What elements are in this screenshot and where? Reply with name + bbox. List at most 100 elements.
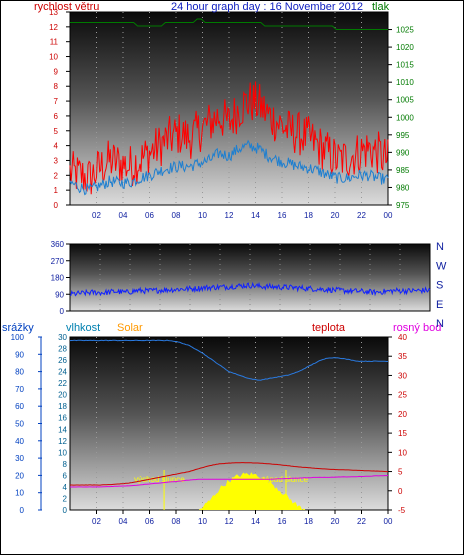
temperature-tick-label: 40 bbox=[398, 333, 407, 342]
pressure-tick-label: 1025 bbox=[396, 26, 414, 35]
time-tick-label: 12 bbox=[225, 517, 234, 526]
compass-label: N bbox=[436, 241, 444, 253]
wind-speed-tick-label: 6 bbox=[54, 112, 59, 121]
temperature-tick-label: 30 bbox=[398, 371, 407, 380]
time-tick-label: 20 bbox=[331, 211, 340, 220]
sunrise-label: východ slunce bbox=[134, 475, 185, 484]
wind-speed-tick-label: 8 bbox=[54, 82, 59, 91]
time-tick-label: 22 bbox=[357, 517, 366, 526]
temperature-axis-title: teplota bbox=[312, 322, 346, 334]
wind-direction-series bbox=[69, 281, 431, 297]
wind-speed-tick-label: 1 bbox=[54, 186, 59, 195]
pressure-tick-label: 1005 bbox=[396, 96, 414, 105]
rain-tick-label: 50 bbox=[15, 420, 24, 429]
humidity-tick-label: 12 bbox=[58, 437, 67, 446]
humidity-tick-label: 28 bbox=[58, 345, 67, 354]
dewpoint-axis-title: rosný bod bbox=[393, 322, 441, 334]
time-tick-label: 16 bbox=[278, 517, 287, 526]
rain-tick-label: 0 bbox=[20, 506, 25, 515]
wind-speed-tick-label: 12 bbox=[49, 23, 58, 32]
rain-axis-title: srážky bbox=[2, 322, 34, 334]
time-tick-label: 14 bbox=[251, 211, 260, 220]
rain-tick-label: 80 bbox=[15, 368, 24, 377]
time-tick-label: 20 bbox=[331, 517, 340, 526]
humidity-tick-label: 14 bbox=[58, 425, 67, 434]
humidity-tick-label: 16 bbox=[58, 414, 67, 423]
rain-tick-label: 10 bbox=[15, 489, 24, 498]
time-tick-label: 04 bbox=[119, 211, 128, 220]
rain-tick-label: 20 bbox=[15, 471, 24, 480]
time-tick-label: 00 bbox=[384, 517, 393, 526]
rain-tick-label: 40 bbox=[15, 437, 24, 446]
time-tick-label: 14 bbox=[251, 517, 260, 526]
compass-label: S bbox=[436, 280, 443, 292]
pressure-tick-label: 990 bbox=[396, 148, 410, 157]
time-tick-label: 00 bbox=[384, 211, 393, 220]
pressure-tick-label: 995 bbox=[396, 131, 410, 140]
temperature-tick-label: -5 bbox=[398, 506, 406, 515]
wind-speed-tick-label: 0 bbox=[54, 201, 59, 210]
rain-tick-label: 60 bbox=[15, 402, 24, 411]
chart-title: 24 hour graph day : 16 November 2012 bbox=[171, 1, 363, 13]
temperature-tick-label: 15 bbox=[398, 429, 407, 438]
direction-tick-label: 360 bbox=[51, 240, 65, 249]
time-tick-label: 06 bbox=[145, 211, 154, 220]
humidity-tick-label: 26 bbox=[58, 356, 67, 365]
time-tick-label: 10 bbox=[198, 517, 207, 526]
humidity-tick-label: 22 bbox=[58, 379, 67, 388]
sunset-label: západ slunce bbox=[261, 475, 309, 484]
temperature-series bbox=[70, 462, 388, 486]
wind-speed-tick-label: 13 bbox=[49, 8, 58, 17]
humidity-tick-label: 8 bbox=[63, 460, 68, 469]
direction-tick-label: 180 bbox=[51, 274, 65, 283]
time-tick-label: 18 bbox=[304, 517, 313, 526]
time-tick-label: 06 bbox=[145, 517, 154, 526]
temperature-tick-label: 5 bbox=[398, 468, 403, 477]
time-tick-label: 08 bbox=[172, 211, 181, 220]
pressure-tick-label: 1000 bbox=[396, 113, 414, 122]
pressure-tick-label: 975 bbox=[396, 201, 410, 210]
pressure-axis-title: tlak bbox=[372, 1, 390, 13]
time-tick-label: 02 bbox=[92, 211, 101, 220]
temperature-tick-label: 35 bbox=[398, 352, 407, 361]
wind-gust-series bbox=[69, 81, 389, 195]
humidity-tick-label: 10 bbox=[58, 448, 67, 457]
wind-speed-tick-label: 2 bbox=[54, 171, 59, 180]
temperature-tick-label: 0 bbox=[398, 487, 403, 496]
compass-label: N bbox=[436, 318, 444, 330]
rain-tick-label: 70 bbox=[15, 385, 24, 394]
temperature-tick-label: 25 bbox=[398, 391, 407, 400]
wind-average-series bbox=[69, 139, 389, 196]
wind-speed-tick-label: 9 bbox=[54, 67, 59, 76]
temp-humidity-plot-area bbox=[69, 336, 389, 511]
pressure-tick-label: 980 bbox=[396, 183, 410, 192]
time-tick-label: 08 bbox=[172, 517, 181, 526]
humidity-axis-title: vlhkost bbox=[66, 322, 100, 334]
direction-tick-label: 270 bbox=[51, 257, 65, 266]
wind-speed-tick-label: 5 bbox=[54, 127, 59, 136]
compass-label: E bbox=[436, 299, 443, 311]
pressure-tick-label: 1020 bbox=[396, 43, 414, 52]
generated-chart-layer: 0123456789101112139759809859909951000100… bbox=[11, 8, 447, 526]
wind-speed-tick-label: 7 bbox=[54, 97, 59, 106]
humidity-tick-label: 20 bbox=[58, 391, 67, 400]
dewpoint-series bbox=[70, 474, 389, 488]
compass-label: W bbox=[436, 260, 447, 272]
temperature-tick-label: 10 bbox=[398, 448, 407, 457]
wind-speed-axis-title: rychlost větru bbox=[34, 1, 99, 13]
rain-tick-label: 100 bbox=[11, 333, 25, 342]
direction-tick-label: 0 bbox=[60, 307, 65, 316]
pressure-tick-label: 1010 bbox=[396, 78, 414, 87]
time-tick-label: 22 bbox=[357, 211, 366, 220]
time-tick-label: 16 bbox=[278, 211, 287, 220]
time-tick-label: 02 bbox=[92, 517, 101, 526]
time-tick-label: 10 bbox=[198, 211, 207, 220]
humidity-tick-label: 30 bbox=[58, 333, 67, 342]
rain-tick-label: 90 bbox=[15, 350, 24, 359]
humidity-tick-label: 2 bbox=[63, 494, 68, 503]
humidity-tick-label: 4 bbox=[63, 483, 68, 492]
time-tick-label: 18 bbox=[304, 211, 313, 220]
wind-speed-tick-label: 10 bbox=[49, 53, 58, 62]
